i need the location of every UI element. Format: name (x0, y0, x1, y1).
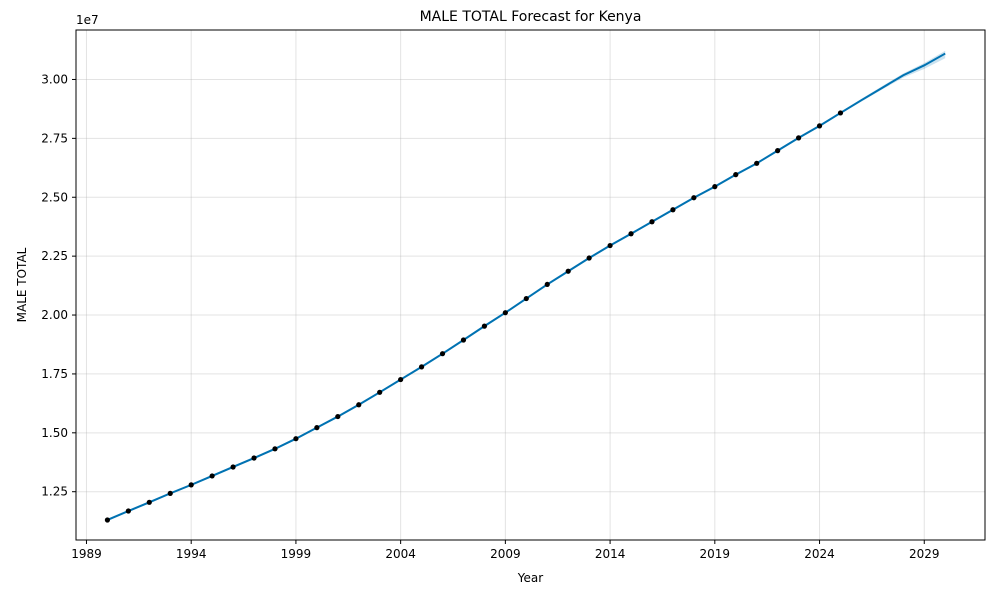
observed-point (251, 455, 257, 461)
observed-point (628, 231, 634, 237)
observed-point (188, 482, 194, 488)
plot-frame (75, 29, 986, 541)
observed-point (481, 323, 488, 329)
observed-point (733, 172, 739, 178)
y-tick-label: 1.25 (41, 485, 68, 499)
observed-point (377, 389, 383, 395)
observed-point (356, 402, 362, 408)
x-tick-label: 1994 (176, 547, 207, 561)
grid-lines (76, 30, 985, 540)
observed-point (293, 436, 299, 442)
observed-point (104, 517, 111, 523)
observed-point (523, 295, 529, 302)
observed-points (104, 110, 844, 523)
observed-point (691, 195, 697, 201)
observed-point (754, 160, 760, 166)
x-axis-label: Year (517, 571, 543, 585)
observed-point (775, 148, 781, 154)
observed-point (670, 207, 676, 213)
y-axis-offset-label: 1e7 (76, 13, 99, 27)
observed-point (418, 364, 425, 370)
observed-point (167, 490, 173, 496)
x-tick-label: 2004 (385, 547, 416, 561)
y-tick-label: 3.00 (41, 72, 68, 86)
observed-point (146, 499, 152, 505)
observed-point (125, 508, 131, 514)
y-axis-ticks: 1.25 1.50 1.75 2.00 2.25 2.50 2.75 3.00 (41, 72, 76, 499)
chart-title: MALE TOTAL Forecast for Kenya (420, 9, 642, 25)
observed-point (837, 110, 844, 116)
x-tick-label: 1999 (281, 547, 312, 561)
observed-point (460, 337, 467, 343)
observed-point (586, 255, 592, 261)
observed-point (712, 184, 718, 190)
observed-point (439, 351, 446, 357)
y-tick-label: 2.50 (41, 190, 68, 204)
x-tick-label: 2024 (804, 547, 835, 561)
observed-point (607, 242, 613, 249)
y-tick-label: 2.00 (41, 308, 68, 322)
observed-point (314, 425, 320, 431)
observed-point (816, 123, 823, 129)
y-tick-label: 1.50 (41, 426, 68, 440)
x-axis-ticks: 1989 1994 1999 2004 2009 2014 2019 2024 2029 (71, 540, 940, 561)
x-tick-label: 2014 (595, 547, 626, 561)
x-tick-label: 2019 (700, 547, 731, 561)
x-tick-label: 2029 (909, 547, 940, 561)
observed-point (649, 219, 655, 225)
y-axis-label: MALE TOTAL (15, 247, 29, 322)
observed-point (335, 413, 341, 420)
observed-point (544, 281, 550, 288)
x-tick-label: 1989 (71, 547, 102, 561)
observed-point (209, 473, 215, 479)
x-tick-label: 2009 (490, 547, 521, 561)
observed-point (565, 268, 571, 274)
observed-point (795, 135, 802, 141)
observed-point (502, 310, 508, 316)
y-tick-label: 2.75 (41, 131, 68, 145)
observed-point (230, 464, 236, 470)
y-tick-label: 2.25 (41, 249, 68, 263)
observed-point (272, 446, 278, 452)
y-tick-label: 1.75 (41, 367, 68, 381)
observed-point (398, 376, 404, 383)
